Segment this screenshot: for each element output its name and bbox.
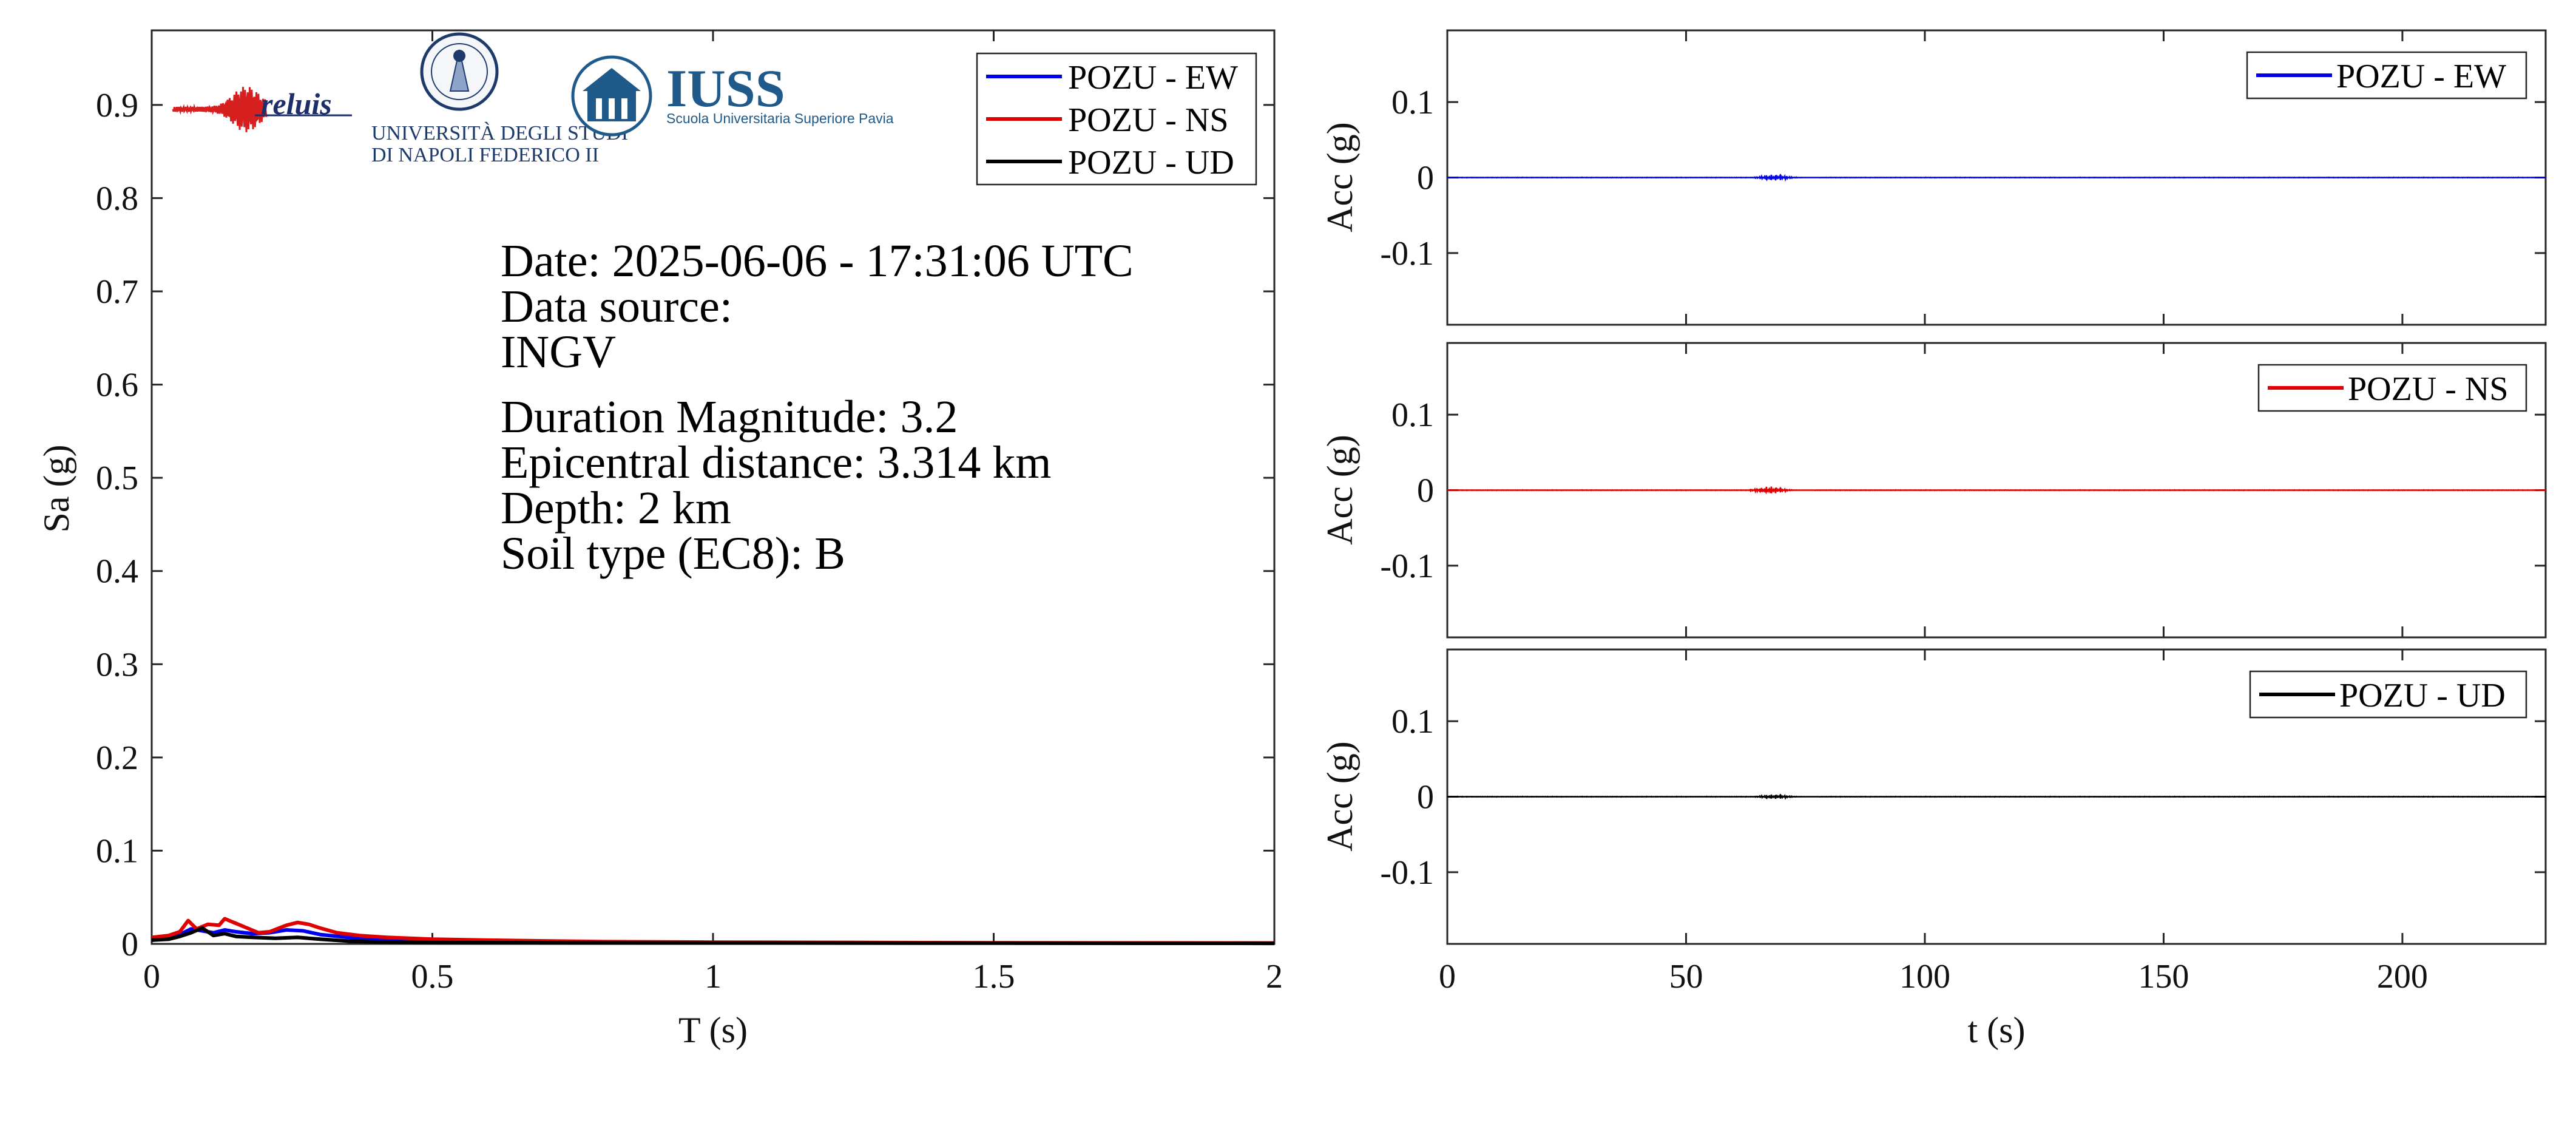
- acc-ud-xtick-label: 200: [2377, 958, 2428, 995]
- acc-ns-legend-label: POZU - NS: [2348, 370, 2508, 408]
- acc-ud-ytick-label: 0.1: [1391, 703, 1434, 741]
- acc-ud-xtick-label: 100: [1899, 958, 1950, 995]
- spectrum-ytick-label: 0.7: [96, 273, 138, 311]
- acc-ud-legend-label: POZU - UD: [2339, 677, 2506, 714]
- info-distance: Epicentral distance: 3.314 km: [501, 437, 1052, 488]
- event-info: Date: 2025-06-06 - 17:31:06 UTC Data sou…: [501, 236, 1134, 579]
- spectrum-ytick-label: 0.4: [96, 553, 138, 591]
- spectrum-series-lines: [151, 917, 1275, 946]
- legend-label-ud: POZU - UD: [1068, 144, 1234, 181]
- acc-ud-xtick-label: 150: [2138, 958, 2189, 995]
- spectrum-y-axis-title: Sa (g): [36, 445, 76, 533]
- info-magnitude: Duration Magnitude: 3.2: [501, 392, 958, 443]
- iuss-subtitle: Scuola Universitaria Superiore Pavia: [666, 110, 894, 126]
- info-source: INGV: [501, 327, 616, 378]
- info-depth: Depth: 2 km: [501, 483, 731, 534]
- spectrum-ytick-label: 0: [121, 926, 138, 963]
- acc-ud-signal-line: [1447, 793, 2546, 800]
- spectrum-panel: 0 0.1 0.2 0.3 0.4 0.5 0.6 0.7 0.8 0.9 0 0.5 1 1.5 2 re…: [36, 29, 1283, 1050]
- iuss-logo: IUSS Scuola Universitaria Superiore Pavi…: [571, 55, 894, 137]
- spectrum-xtick-label: 1.5: [973, 958, 1015, 995]
- reluis-logo: reluis: [172, 87, 352, 132]
- legend-label-ew: POZU - EW: [1068, 59, 1238, 97]
- acc-ns-ytick-label: -0.1: [1380, 548, 1434, 585]
- acc-ew-ticks: -0.1 0 0.1: [1380, 30, 2546, 325]
- spectrum-xtick-label: 1: [705, 958, 722, 995]
- spectrum-ytick-label: 0.3: [96, 646, 138, 683]
- acc-ns-ticks: -0.1 0 0.1: [1380, 343, 2546, 637]
- acc-ns-ytick-label: 0: [1417, 472, 1434, 510]
- spectrum-ytick-label: 0.6: [96, 367, 138, 404]
- spectrum-ytick-label: 0.8: [96, 180, 138, 217]
- iuss-title: IUSS: [666, 59, 785, 118]
- acc-panel-ew: -0.1 0 0.1 POZU - EW Acc (g): [1320, 29, 2547, 326]
- acc-ns-y-axis-title: Acc (g): [1320, 435, 1360, 545]
- spectrum-ytick-label: 0.9: [96, 87, 138, 124]
- spectrum-ytick-label: 0.2: [96, 739, 138, 777]
- acc-ew-signal-line: [1447, 173, 2546, 182]
- info-soil: Soil type (EC8): B: [501, 528, 845, 579]
- acc-panel-ns: -0.1 0 0.1 POZU - NS Acc (g): [1320, 342, 2547, 639]
- spectrum-xtick-label: 0: [143, 958, 160, 995]
- spectrum-xtick-label: 0.5: [411, 958, 454, 995]
- spectrum-legend: POZU - EW POZU - NS POZU - UD: [976, 52, 1257, 186]
- acc-ew-ytick-label: -0.1: [1380, 235, 1434, 273]
- acc-ud-xtick-label: 50: [1669, 958, 1703, 995]
- acc-ew-ytick-label: 0.1: [1391, 84, 1434, 121]
- spectrum-ticks: 0 0.1 0.2 0.3 0.4 0.5 0.6 0.7 0.8 0.9 0 0.5 1 1.5 2: [96, 30, 1283, 995]
- spectrum-ytick-label: 0.1: [96, 832, 138, 870]
- acc-ud-ticks: -0.1 0 0.1 0 50 100 150 200: [1380, 649, 2546, 995]
- acc-ud-ytick-label: -0.1: [1380, 854, 1434, 892]
- acc-ns-signal-line: [1447, 486, 2546, 495]
- acc-ud-xtick-label: 0: [1439, 958, 1456, 995]
- acc-x-axis-title: t (s): [1968, 1010, 2026, 1050]
- info-date: Date: 2025-06-06 - 17:31:06 UTC: [501, 236, 1134, 287]
- spectrum-xtick-label: 2: [1266, 958, 1283, 995]
- acc-panel-ud: -0.1 0 0.1 0 50 100 150 200 POZU - UD Acc (g) t…: [1320, 648, 2547, 1050]
- legend-label-ns: POZU - NS: [1068, 101, 1228, 139]
- acc-ns-ytick-label: 0.1: [1391, 396, 1434, 434]
- acc-ew-legend-label: POZU - EW: [2336, 58, 2506, 95]
- spectrum-x-axis-title: T (s): [678, 1010, 748, 1050]
- spectrum-ytick-label: 0.5: [96, 460, 138, 497]
- acc-ew-y-axis-title: Acc (g): [1320, 122, 1360, 232]
- info-source-label: Data source:: [501, 281, 732, 332]
- spectrum-line-ud: [151, 926, 1275, 946]
- acc-ud-y-axis-title: Acc (g): [1320, 741, 1360, 852]
- acc-ud-ytick-label: 0: [1417, 779, 1434, 816]
- unina-line2: DI NAPOLI FEDERICO II: [371, 144, 599, 166]
- acc-ew-ytick-label: 0: [1417, 160, 1434, 197]
